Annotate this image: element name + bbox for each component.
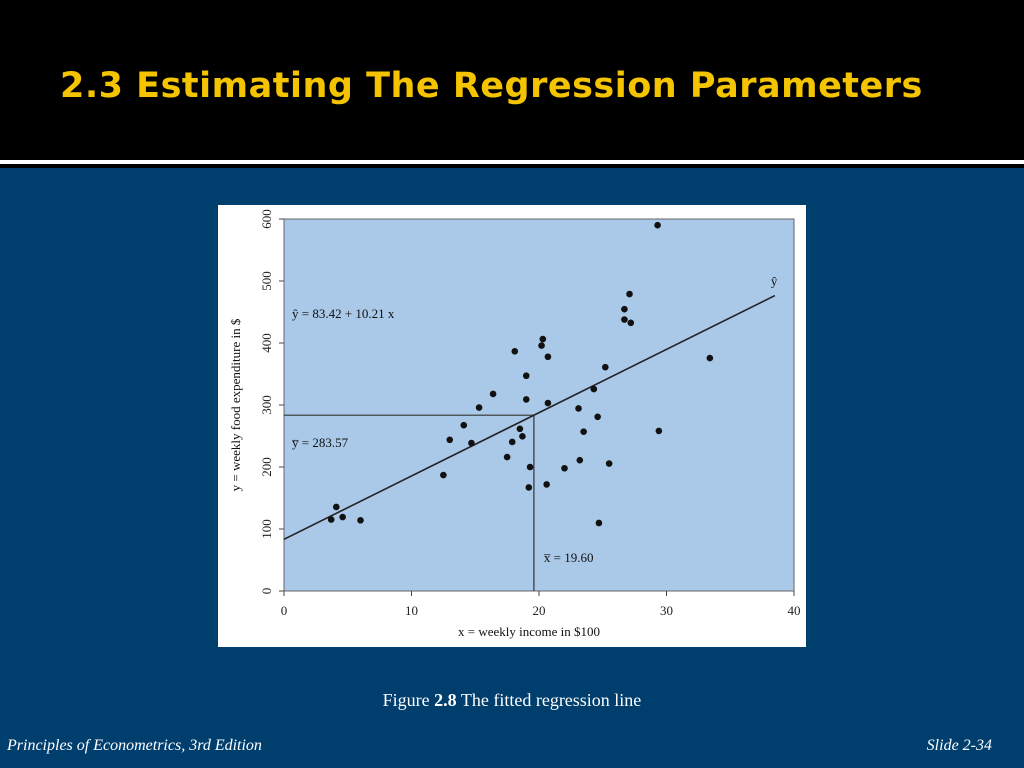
footer-book-title: Principles of Econometrics, 3rd Edition [7, 737, 262, 754]
data-point [602, 363, 609, 371]
y-tick-label: 0 [259, 588, 274, 595]
x-tick-label: 30 [660, 603, 673, 618]
x-tick-label: 20 [533, 603, 546, 618]
x-tick-label: 40 [788, 603, 801, 618]
fitted-regression-line [283, 294, 776, 540]
data-point [522, 372, 530, 380]
data-point [332, 503, 340, 511]
data-point [516, 425, 524, 433]
scatter-chart: 0 100 200 300 400 500 600 0 10 20 30 40 y = weekly… [228, 209, 801, 639]
data-point [440, 471, 447, 479]
data-point [539, 335, 547, 343]
y-tick-label: 600 [259, 209, 274, 229]
fitted-line-label: ŷ [771, 274, 778, 289]
data-point [543, 481, 550, 488]
footer-slide-number: Slide 2-34 [926, 737, 992, 754]
data-point [621, 305, 628, 313]
x-axis-ticks: 0 10 20 30 40 [281, 591, 801, 618]
data-point [339, 513, 346, 521]
data-point [508, 438, 516, 446]
figure-panel: 0 100 200 300 400 500 600 0 10 20 30 40 y = weekly… [218, 205, 806, 647]
data-point [489, 390, 497, 398]
y-tick-label: 400 [259, 333, 274, 353]
data-point [522, 396, 530, 403]
data-point [446, 436, 454, 444]
data-point [544, 399, 552, 407]
header-divider-black [0, 164, 1024, 168]
data-point [594, 413, 601, 421]
slide-title: 2.3 Estimating The Regression Parameters [60, 66, 923, 106]
data-point [460, 421, 468, 429]
title-bar: 2.3 Estimating The Regression Parameters [0, 0, 1024, 160]
data-point [561, 464, 568, 472]
regression-equation-label: ŷ = 83.42 + 10.21 x [292, 306, 395, 321]
data-point [525, 484, 533, 491]
data-point [475, 404, 483, 411]
x-tick-label: 10 [405, 603, 418, 618]
y-tick-label: 300 [259, 395, 274, 415]
data-point [621, 316, 628, 323]
figure-caption: Figure 2.8 The fitted regression line [0, 690, 1024, 711]
y-tick-label: 100 [259, 519, 274, 539]
data-point [357, 517, 364, 524]
x-axis-label: x = weekly income in $100 [458, 624, 600, 639]
data-points [327, 221, 714, 527]
data-point [519, 433, 526, 440]
y-tick-label: 500 [259, 271, 274, 291]
y-tick-label: 200 [259, 457, 274, 477]
data-point [654, 221, 661, 229]
mean-x-label: x̅ = 19.60 [543, 550, 593, 565]
data-point [706, 354, 714, 362]
plot-area [283, 218, 795, 592]
caption-prefix: Figure [382, 690, 430, 710]
data-point [605, 460, 613, 467]
mean-y-label: y̅ = 283.57 [291, 435, 348, 450]
data-point [627, 319, 635, 327]
y-axis-label: y = weekly food expenditure in $ [228, 318, 243, 491]
data-point [511, 348, 519, 355]
caption-text: The fitted regression line [460, 690, 642, 710]
header-divider-white [0, 160, 1024, 164]
data-point [655, 427, 663, 435]
data-point [468, 439, 475, 447]
data-point [626, 290, 633, 298]
data-point [575, 405, 582, 412]
data-point [576, 456, 584, 464]
data-point [580, 428, 587, 435]
x-tick-label: 0 [281, 603, 288, 618]
caption-number: 2.8 [434, 690, 457, 710]
data-point [590, 385, 598, 393]
data-point [595, 519, 603, 527]
data-point [503, 453, 511, 461]
data-point [538, 342, 545, 349]
data-point [544, 353, 552, 361]
y-axis-ticks: 0 100 200 300 400 500 600 [259, 209, 284, 594]
data-point [526, 463, 534, 471]
data-point [327, 516, 335, 523]
